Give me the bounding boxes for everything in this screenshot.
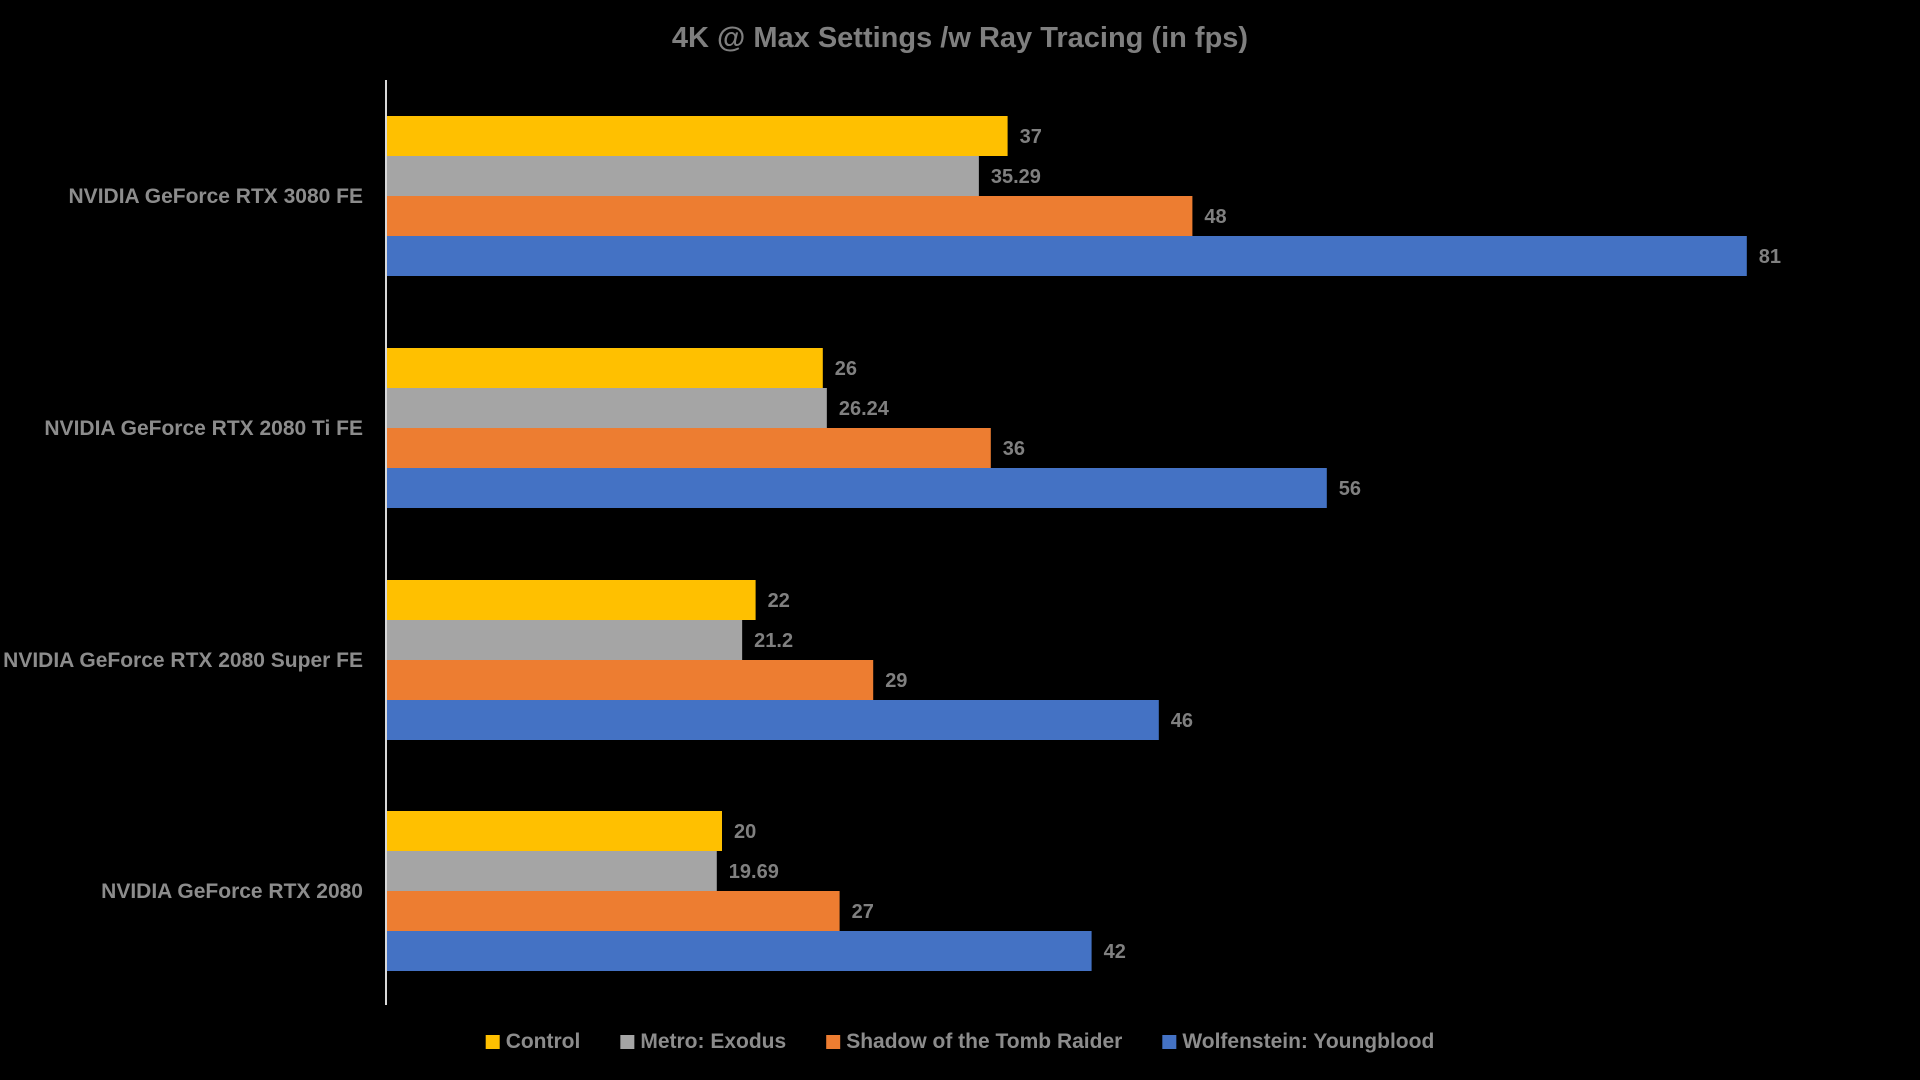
category-label: NVIDIA GeForce RTX 3080 FE	[69, 185, 363, 208]
data-label: 42	[1104, 941, 1126, 963]
bars-layer	[386, 116, 1747, 971]
legend-item-wolfenstein-youngblood: Wolfenstein: Youngblood	[1162, 1030, 1434, 1053]
data-label: 81	[1759, 246, 1781, 268]
bar-shadow-of-the-tomb-raider	[386, 196, 1193, 236]
legend-swatch	[826, 1035, 841, 1049]
legend-label: Metro: Exodus	[640, 1030, 786, 1053]
data-label: 46	[1171, 710, 1193, 732]
bar-shadow-of-the-tomb-raider	[386, 660, 874, 700]
category-label: NVIDIA GeForce RTX 2080 Super FE	[3, 649, 363, 672]
bar-control	[386, 348, 823, 388]
bar-metro-exodus	[386, 851, 717, 891]
legend-item-metro-exodus: Metro: Exodus	[620, 1030, 786, 1053]
category-labels: NVIDIA GeForce RTX 3080 FE NVIDIA GeForce…	[3, 185, 363, 903]
legend-swatch	[485, 1035, 500, 1049]
bar-control	[386, 116, 1008, 156]
bar-control	[386, 580, 756, 620]
legend-swatch	[1162, 1035, 1177, 1049]
chart-title: 4K @ Max Settings /w Ray Tracing (in fps…	[672, 22, 1248, 54]
bar-control	[386, 811, 722, 851]
data-label: 29	[885, 670, 907, 692]
data-label: 37	[1020, 126, 1042, 148]
data-labels: 37 35.29 48 81 26 26.24 36 56 22 21.2 29 46 20 19.69 2…	[729, 126, 1781, 963]
data-label: 20	[734, 821, 756, 843]
legend-label: Wolfenstein: Youngblood	[1182, 1030, 1434, 1053]
data-label: 56	[1339, 478, 1361, 500]
data-label: 27	[852, 901, 874, 923]
legend-item-control: Control	[485, 1030, 581, 1053]
bar-metro-exodus	[386, 388, 827, 428]
bar-wolfenstein-youngblood	[386, 700, 1159, 740]
bar-wolfenstein-youngblood	[386, 468, 1327, 508]
legend: Control Metro: Exodus Shadow of the Tomb R…	[485, 1030, 1434, 1053]
data-label: 22	[768, 590, 790, 612]
data-label: 26.24	[839, 398, 890, 420]
bar-shadow-of-the-tomb-raider	[386, 891, 840, 931]
legend-label: Shadow of the Tomb Raider	[846, 1030, 1122, 1053]
data-label: 21.2	[754, 630, 793, 652]
bar-wolfenstein-youngblood	[386, 931, 1092, 971]
legend-swatch	[620, 1035, 635, 1049]
category-label: NVIDIA GeForce RTX 2080 Ti FE	[44, 417, 363, 440]
bar-metro-exodus	[386, 156, 979, 196]
legend-label: Control	[506, 1030, 581, 1053]
data-label: 26	[835, 358, 857, 380]
bar-metro-exodus	[386, 620, 743, 660]
data-label: 36	[1003, 438, 1025, 460]
data-label: 48	[1204, 206, 1226, 228]
legend-item-shadow-of-the-tomb-raider: Shadow of the Tomb Raider	[826, 1030, 1122, 1053]
bar-shadow-of-the-tomb-raider	[386, 428, 991, 468]
data-label: 19.69	[729, 861, 779, 883]
bar-wolfenstein-youngblood	[386, 236, 1747, 276]
category-label: NVIDIA GeForce RTX 2080	[101, 880, 363, 903]
data-label: 35.29	[991, 166, 1041, 188]
